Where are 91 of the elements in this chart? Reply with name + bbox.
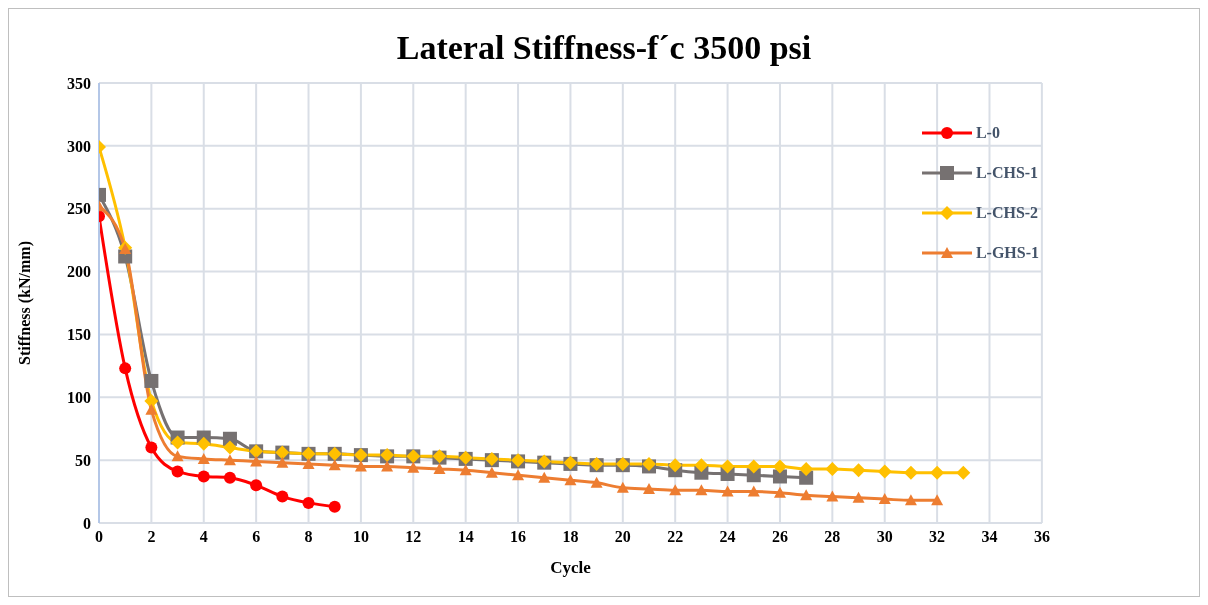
point bbox=[459, 464, 472, 476]
x-tick-label: 16 bbox=[510, 528, 527, 546]
point bbox=[302, 496, 315, 509]
point bbox=[851, 463, 866, 478]
point bbox=[433, 462, 446, 474]
point bbox=[773, 486, 786, 498]
x-tick-label: 20 bbox=[614, 528, 631, 546]
point bbox=[746, 459, 761, 474]
x-tick-label: 36 bbox=[1033, 528, 1050, 546]
legend-label: L-CHS-1 bbox=[975, 164, 1039, 182]
x-axis-title: Cycle bbox=[550, 558, 592, 577]
legend-label: L-CHS-2 bbox=[975, 204, 1039, 222]
point bbox=[721, 485, 734, 497]
x-tick-label: 28 bbox=[824, 528, 841, 546]
point bbox=[512, 469, 525, 481]
legend-label: L-0 bbox=[975, 124, 1000, 142]
point bbox=[852, 491, 865, 503]
point bbox=[302, 457, 315, 469]
y-tick-label: 0 bbox=[83, 514, 91, 532]
point bbox=[328, 500, 341, 513]
point bbox=[538, 471, 551, 483]
point bbox=[695, 484, 708, 496]
point bbox=[903, 465, 918, 480]
y-tick-label: 150 bbox=[67, 326, 91, 344]
point bbox=[119, 362, 132, 375]
x-tick-label: 2 bbox=[147, 528, 156, 546]
point bbox=[250, 479, 263, 492]
point bbox=[799, 461, 814, 476]
y-tick-label: 50 bbox=[75, 451, 91, 469]
y-tick-label: 300 bbox=[67, 137, 91, 155]
x-tick-label: 12 bbox=[405, 528, 422, 546]
x-tick-label: 30 bbox=[876, 528, 893, 546]
point bbox=[877, 464, 892, 479]
x-tick-label: 8 bbox=[304, 528, 313, 546]
point bbox=[878, 493, 891, 505]
x-tick-label: 34 bbox=[981, 528, 998, 546]
point bbox=[931, 494, 944, 506]
x-tick-label: 26 bbox=[771, 528, 788, 546]
point bbox=[222, 440, 237, 455]
point bbox=[826, 490, 839, 502]
point bbox=[930, 465, 945, 480]
point bbox=[747, 485, 760, 497]
point bbox=[276, 456, 289, 468]
point bbox=[354, 460, 367, 472]
x-tick-label: 18 bbox=[562, 528, 579, 546]
point bbox=[197, 470, 210, 483]
x-tick-label: 6 bbox=[252, 528, 261, 546]
point bbox=[616, 481, 629, 493]
point bbox=[171, 450, 184, 462]
point bbox=[197, 452, 210, 464]
point bbox=[145, 403, 158, 415]
x-tick-label: 0 bbox=[95, 528, 103, 546]
point bbox=[825, 461, 840, 476]
point bbox=[381, 460, 394, 472]
point bbox=[720, 459, 735, 474]
point bbox=[250, 455, 263, 467]
point bbox=[564, 474, 577, 486]
x-tick-label: 10 bbox=[352, 528, 369, 546]
point bbox=[643, 483, 656, 495]
point bbox=[145, 441, 158, 454]
point bbox=[144, 373, 159, 388]
y-tick-label: 350 bbox=[67, 74, 91, 92]
point bbox=[144, 394, 159, 409]
point bbox=[223, 471, 236, 484]
point bbox=[669, 484, 682, 496]
y-tick-label: 250 bbox=[67, 200, 91, 218]
point bbox=[800, 489, 813, 501]
x-tick-label: 24 bbox=[719, 528, 736, 546]
y-tick-label: 100 bbox=[67, 388, 91, 406]
x-tick-label: 22 bbox=[667, 528, 684, 546]
point bbox=[407, 461, 420, 473]
point bbox=[171, 465, 184, 478]
point bbox=[276, 490, 289, 503]
x-tick-label: 4 bbox=[199, 528, 208, 546]
point bbox=[590, 476, 603, 488]
legend-label: L-GHS-1 bbox=[975, 244, 1039, 262]
chart-title: Lateral Stiffness-f´c 3500 psi bbox=[395, 29, 813, 68]
point bbox=[956, 465, 971, 480]
x-tick-label: 32 bbox=[929, 528, 946, 546]
point bbox=[328, 459, 341, 471]
x-tick-label: 14 bbox=[457, 528, 474, 546]
point bbox=[223, 454, 236, 466]
point bbox=[196, 436, 211, 451]
point bbox=[170, 435, 185, 450]
point bbox=[904, 494, 917, 506]
point bbox=[485, 466, 498, 478]
y-axis-title: Stiffness (kN/mm) bbox=[15, 241, 34, 365]
point bbox=[694, 458, 709, 473]
y-tick-label: 200 bbox=[67, 263, 91, 281]
point bbox=[772, 459, 787, 474]
point bbox=[668, 458, 683, 473]
